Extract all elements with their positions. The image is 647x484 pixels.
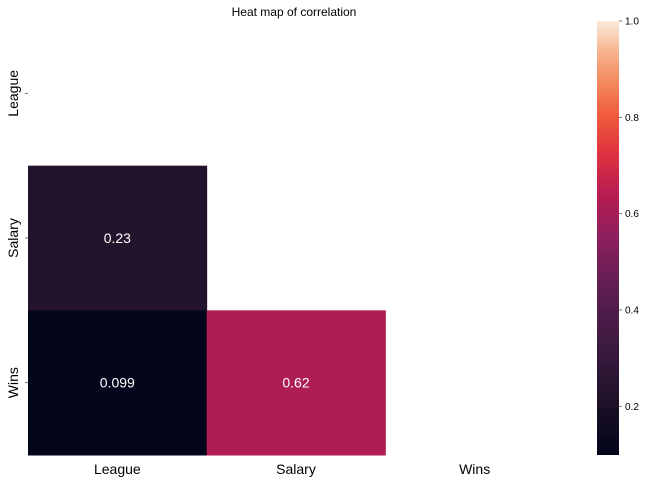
x-axis-labels: League Salary Wins [94, 461, 490, 477]
heatmap-cell [206, 310, 386, 456]
heatmap-cell [28, 165, 208, 311]
colorbar-tick-label: 1.0 [625, 17, 639, 28]
colorbar-gradient [597, 21, 619, 455]
colorbar-tick-label: 0.6 [625, 209, 639, 220]
y-tick-label: Salary [5, 218, 21, 258]
y-tick-label: Wins [5, 367, 21, 398]
x-tick-label: Salary [276, 461, 316, 477]
x-tick-label: League [94, 461, 141, 477]
colorbar-tick-label: 0.8 [625, 113, 639, 124]
cell-value-label: 0.099 [100, 375, 135, 391]
heatmap-cells: 0.23 0.099 0.62 [28, 165, 386, 456]
heatmap-cell [28, 310, 208, 456]
chart-title: Heat map of correlation [232, 5, 357, 19]
y-tick-label: League [5, 70, 21, 117]
colorbar-tick-label: 0.2 [625, 402, 639, 413]
cell-value-label: 0.62 [282, 375, 309, 391]
x-tick-label: Wins [459, 461, 490, 477]
colorbar-tick-label: 0.4 [625, 306, 639, 317]
colorbar: 0.2 0.4 0.6 0.8 1.0 [597, 17, 639, 455]
cell-value-label: 0.23 [104, 230, 131, 246]
y-axis-labels: League Salary Wins [5, 70, 28, 398]
